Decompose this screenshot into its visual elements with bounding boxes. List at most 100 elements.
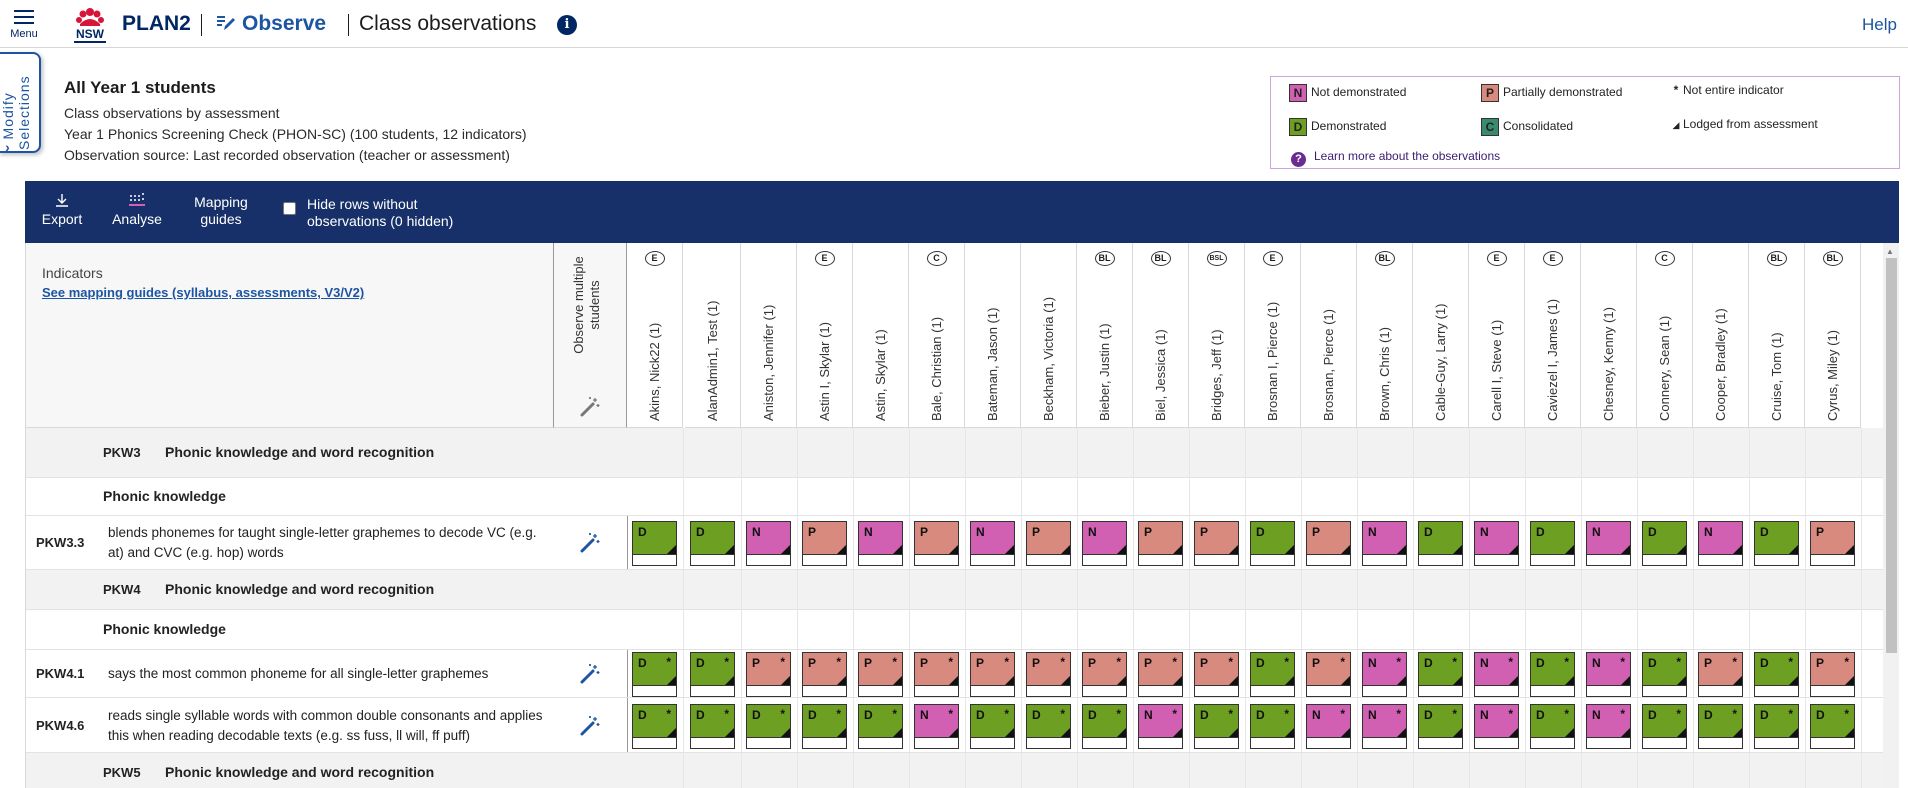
observation-cell[interactable]: N * [1362,652,1407,697]
student-name[interactable]: Brosnan, Pierce (1) [1320,309,1336,421]
observation-cell[interactable]: D * [1082,703,1127,749]
student-name[interactable]: Astin I, Skylar (1) [816,322,832,421]
observation-cell[interactable]: D * [1642,652,1687,697]
observation-cell[interactable]: N [858,521,903,566]
observation-cell[interactable]: D * [1418,652,1463,697]
observation-cell[interactable]: P * [1026,652,1071,697]
observation-cell[interactable]: N * [1138,703,1183,749]
student-name[interactable]: Cruise, Tom (1) [1768,332,1784,421]
student-name[interactable]: Aniston, Jennifer (1) [760,304,776,421]
observation-cell[interactable]: D * [632,652,677,697]
observation-cell[interactable]: D * [1754,652,1799,697]
observation-cell[interactable]: P [1026,521,1071,566]
student-name[interactable]: Cable-Guy, Larry (1) [1432,303,1448,421]
observation-cell[interactable]: N [1586,521,1631,566]
observation-cell[interactable]: D [690,521,735,566]
student-name[interactable]: Akins, Nick22 (1) [646,322,662,421]
observation-cell[interactable]: D * [1250,652,1295,697]
mapping-guides-button[interactable]: Mapping guides [189,194,253,228]
student-name[interactable]: Chesney, Kenny (1) [1600,307,1616,421]
observation-cell[interactable]: D * [690,652,735,697]
observation-cell[interactable]: N [970,521,1015,566]
observation-cell[interactable]: N * [1586,652,1631,697]
student-name[interactable]: Caviezel I, James (1) [1544,298,1560,421]
observation-cell[interactable]: D * [858,703,903,749]
student-name[interactable]: Carell I, Steve (1) [1488,319,1504,421]
observation-cell[interactable]: P [914,521,959,566]
observation-cell[interactable]: N * [914,703,959,749]
observation-cell[interactable]: P * [1698,652,1743,697]
observation-cell[interactable]: D [1642,521,1687,566]
observation-cell[interactable]: D * [1194,703,1239,749]
observation-cell[interactable]: D * [746,703,791,749]
student-name[interactable]: Bale, Christian (1) [928,316,944,421]
observation-cell[interactable]: D * [970,703,1015,749]
mapping-guides-link[interactable]: See mapping guides (syllabus, assessment… [42,285,365,300]
hide-rows-checkbox[interactable] [283,202,296,215]
student-name[interactable]: Bateman, Jason (1) [984,307,1000,421]
observation-cell[interactable]: D * [690,703,735,749]
help-link[interactable]: Help [1862,15,1897,34]
observation-cell[interactable]: D [632,521,677,566]
observation-cell[interactable]: D [1250,521,1295,566]
observation-cell[interactable]: P * [1194,652,1239,697]
student-name[interactable]: Cooper, Bradley (1) [1712,308,1728,421]
info-icon[interactable]: i [557,15,577,35]
scrollbar-thumb[interactable] [1886,258,1897,653]
student-name[interactable]: Beckham, Victoria (1) [1040,296,1056,421]
scroll-up-arrow-icon[interactable]: ▲ [1886,247,1894,256]
observation-cell[interactable]: D * [1810,703,1855,749]
observation-cell[interactable]: N [1362,521,1407,566]
observation-cell[interactable]: P * [970,652,1015,697]
observation-cell[interactable]: N [1082,521,1127,566]
observation-cell[interactable]: P [1810,521,1855,566]
observation-cell[interactable]: D * [1026,703,1071,749]
observation-cell[interactable]: D * [1530,652,1575,697]
student-name[interactable]: Astin, Skylar (1) [872,329,888,421]
student-name[interactable]: AlanAdmin1, Test (1) [704,300,720,421]
observation-cell[interactable]: N * [1586,703,1631,749]
analyse-button[interactable]: Analyse [109,193,165,228]
observation-cell[interactable]: N [1474,521,1519,566]
observation-cell[interactable]: P * [746,652,791,697]
observation-cell[interactable]: N [1698,521,1743,566]
observation-cell[interactable]: N * [1306,703,1351,749]
observe-row-wand-icon[interactable] [579,663,601,690]
observation-cell[interactable]: P * [802,652,847,697]
observation-cell[interactable]: D [1418,521,1463,566]
observation-cell[interactable]: P * [858,652,903,697]
observation-cell[interactable]: P [1138,521,1183,566]
observation-cell[interactable]: P * [1306,652,1351,697]
hide-rows-toggle[interactable]: Hide rows without observations (0 hidden… [283,196,453,230]
observation-cell[interactable]: D * [1754,703,1799,749]
student-name[interactable]: Connery, Sean (1) [1656,315,1672,421]
student-name[interactable]: Bridges, Jeff (1) [1208,329,1224,421]
observation-cell[interactable]: D * [1698,703,1743,749]
observation-cell[interactable]: N * [1362,703,1407,749]
observation-cell[interactable]: D * [1418,703,1463,749]
observation-cell[interactable]: D * [632,703,677,749]
student-name[interactable]: Biel, Jessica (1) [1152,329,1168,421]
student-name[interactable]: Brosnan I, Pierce (1) [1264,301,1280,421]
learn-more-link[interactable]: ? Learn more about the observations [1291,149,1500,167]
export-button[interactable]: Export [39,193,85,228]
observation-cell[interactable]: D [1530,521,1575,566]
observation-cell[interactable]: P [802,521,847,566]
observation-cell[interactable]: D * [1530,703,1575,749]
student-name[interactable]: Bieber, Justin (1) [1096,323,1112,421]
observation-cell[interactable]: D * [802,703,847,749]
modify-selections-tab[interactable]: › Modify Selections [0,52,41,155]
observe-nav-link[interactable]: Observe [216,12,326,36]
student-name[interactable]: Brown, Chris (1) [1376,327,1392,421]
observation-cell[interactable]: D * [1642,703,1687,749]
observe-row-wand-icon[interactable] [579,715,601,742]
observation-cell[interactable]: P * [914,652,959,697]
menu-button[interactable]: Menu [6,6,42,42]
observation-cell[interactable]: P [1306,521,1351,566]
observation-cell[interactable]: D * [1250,703,1295,749]
student-name[interactable]: Cyrus, Miley (1) [1824,329,1840,421]
observation-cell[interactable]: N * [1474,703,1519,749]
observation-cell[interactable]: P * [1810,652,1855,697]
magic-wand-icon[interactable] [579,396,601,418]
observation-cell[interactable]: P * [1138,652,1183,697]
